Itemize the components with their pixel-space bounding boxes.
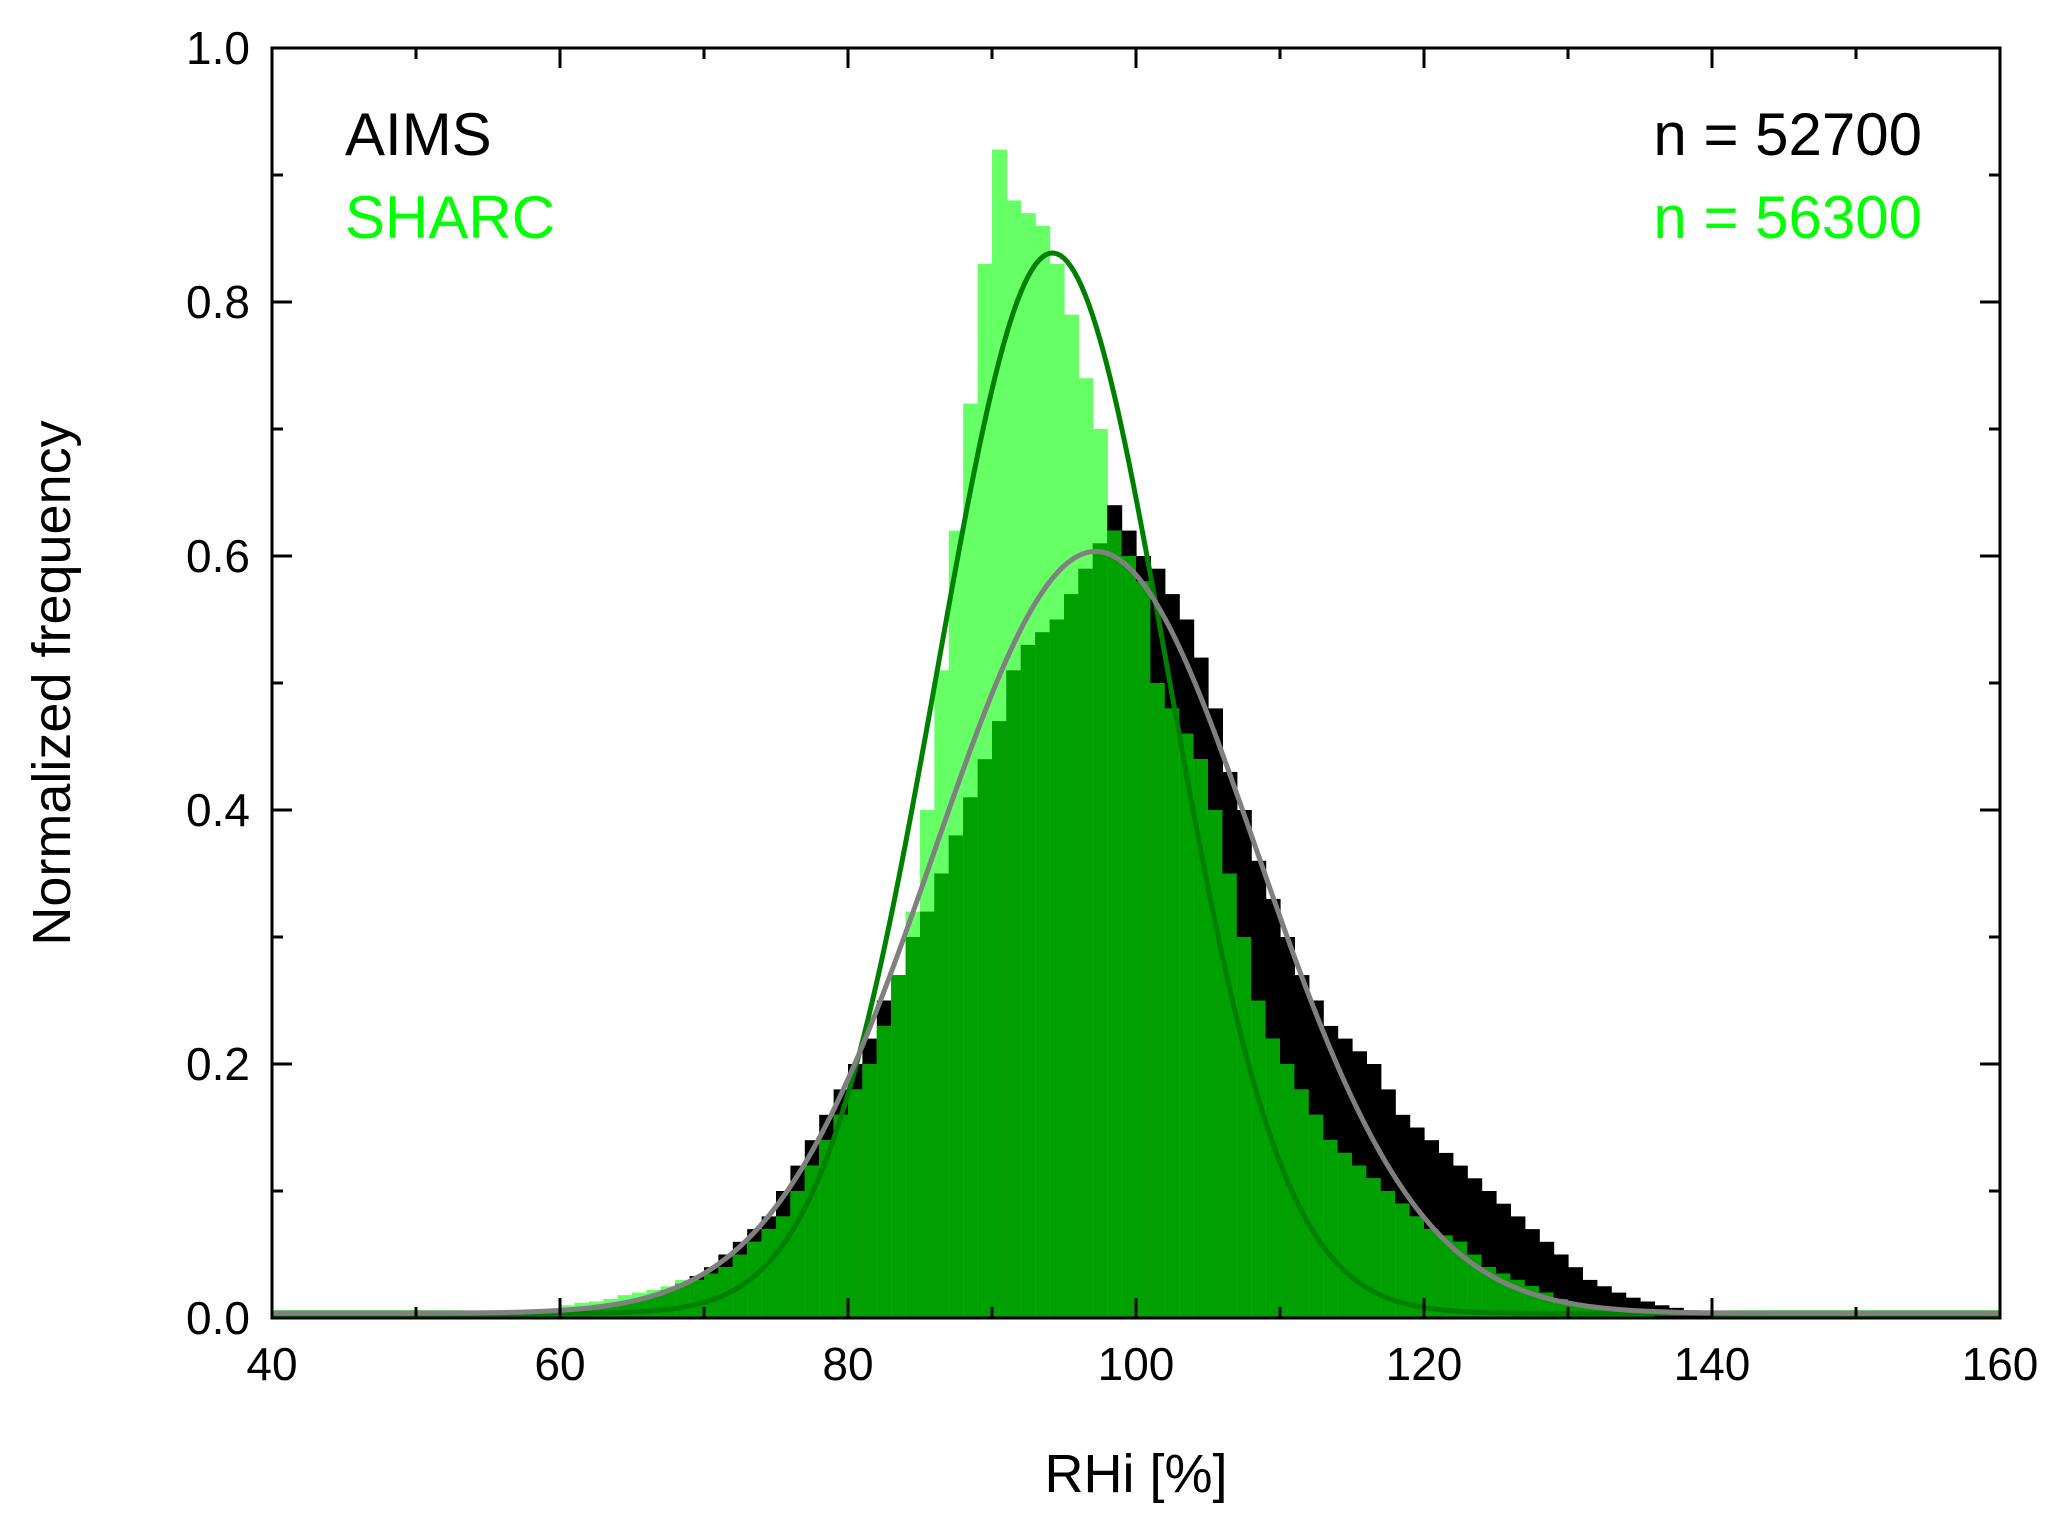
y-tick-label: 0.6 [186, 530, 250, 582]
x-tick-label: 80 [822, 1338, 873, 1390]
overlap-bar [1078, 568, 1094, 1318]
overlap-bar [1150, 683, 1166, 1318]
axis-ticks: 40 60 80 100 120 140 160 0.0 0.2 0.4 0.6 0.8 1.0 [186, 22, 2038, 1390]
overlap-bar [1064, 594, 1079, 1318]
y-tick-label: 1.0 [186, 22, 250, 74]
x-tick-label: 140 [1674, 1338, 1751, 1390]
x-tick-label: 120 [1386, 1338, 1463, 1390]
overlap-bar [1438, 1235, 1454, 1318]
overlap-bar [1308, 1114, 1324, 1318]
overlap-bar [1366, 1178, 1382, 1318]
overlap-bar [934, 873, 950, 1318]
overlap-bar [1380, 1191, 1396, 1318]
overlap-bar [1193, 759, 1209, 1318]
histogram-bars [272, 149, 2000, 1319]
overlap-bar [1179, 733, 1195, 1318]
overlap-bar [977, 759, 993, 1318]
overlap-bar [920, 911, 935, 1318]
overlap-bar [963, 797, 979, 1318]
overlap-bar [905, 937, 921, 1318]
y-tick-label: 0.8 [186, 276, 250, 328]
overlap-bar [1035, 632, 1051, 1318]
overlap-bar [747, 1241, 763, 1318]
overlap-bar [1294, 1089, 1310, 1318]
overlap-bar [819, 1140, 835, 1318]
overlap-bar [1236, 937, 1252, 1318]
overlap-bar [948, 835, 964, 1318]
overlap-bar [862, 1064, 878, 1318]
overlap-bar [992, 721, 1007, 1318]
overlap-bar [1107, 530, 1123, 1318]
overlap-bar [1222, 873, 1238, 1318]
overlap-bar [1395, 1203, 1411, 1318]
x-tick-label: 100 [1098, 1338, 1175, 1390]
sample-count-sharc: n = 56300 [1653, 184, 1922, 251]
overlap-bar [1006, 670, 1022, 1318]
overlap-bar [848, 1089, 863, 1318]
sample-count-aims: n = 52700 [1653, 101, 1922, 168]
overlap-bar [1265, 1038, 1281, 1318]
overlap-bar [1337, 1152, 1353, 1318]
overlap-bar [1136, 581, 1151, 1318]
legend-entry-aims: AIMS [345, 101, 492, 168]
overlap-bar [1409, 1216, 1425, 1318]
overlap-bar [1049, 619, 1065, 1318]
x-tick-label: 160 [1962, 1338, 2039, 1390]
y-tick-label: 0.2 [186, 1038, 250, 1090]
overlap-bar [1164, 708, 1180, 1318]
x-tick-label: 40 [246, 1338, 297, 1390]
overlap-bar [1424, 1229, 1439, 1318]
y-tick-label: 0.0 [186, 1292, 250, 1344]
overlap-bar [891, 975, 907, 1318]
overlap-bar [704, 1273, 719, 1318]
overlap-bar [1323, 1140, 1339, 1318]
legend-entry-sharc: SHARC [345, 184, 555, 251]
overlap-bar [761, 1229, 777, 1318]
overlap-bar [1020, 644, 1036, 1318]
y-tick-label: 0.4 [186, 784, 250, 836]
overlap-bar [689, 1279, 705, 1318]
overlap-bar [1121, 556, 1137, 1318]
y-axis-title: Normalized frequency [22, 420, 82, 945]
overlap-bar [833, 1114, 849, 1318]
overlap-bar [1481, 1267, 1497, 1318]
overlap-bar [1352, 1165, 1367, 1318]
overlap-bar [1092, 543, 1108, 1318]
overlap-bar [1280, 1064, 1295, 1318]
overlap-bar [876, 1025, 892, 1318]
overlap-bar [1452, 1241, 1468, 1318]
overlap-bar [1251, 1000, 1267, 1318]
x-tick-label: 60 [534, 1338, 585, 1390]
x-axis-title: RHi [%] [1044, 1444, 1227, 1504]
